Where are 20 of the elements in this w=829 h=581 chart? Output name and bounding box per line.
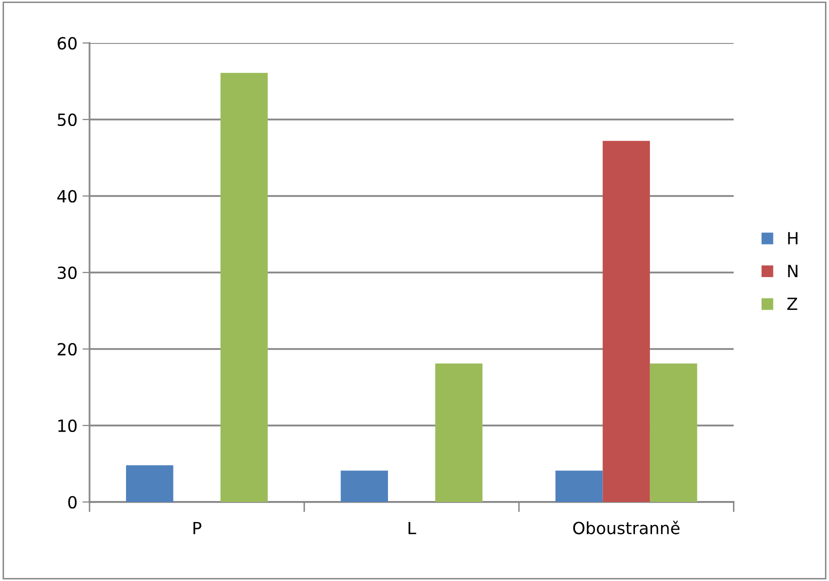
bar: [435, 364, 482, 502]
y-tick-label: 20: [58, 342, 77, 356]
bar: [602, 140, 650, 502]
y-tick-label: 0: [68, 496, 77, 509]
legend-label: Z: [787, 298, 798, 310]
bar: [650, 364, 698, 502]
x-tick-label: P: [194, 522, 202, 534]
legend-label: N: [788, 264, 798, 278]
y-tick-label: 30: [58, 266, 77, 280]
bar: [220, 72, 268, 502]
x-tick-label: Oboustranně: [573, 520, 680, 534]
bar: [340, 470, 388, 502]
y-tick-label: 40: [57, 190, 77, 203]
bar: [555, 470, 603, 502]
x-tick-label: L: [408, 522, 416, 534]
y-tick-label: 10: [58, 419, 77, 432]
legend-label: H: [788, 232, 798, 244]
y-tick-label: 60: [58, 36, 77, 50]
bar: [126, 465, 174, 502]
y-tick-label: 50: [58, 113, 77, 126]
